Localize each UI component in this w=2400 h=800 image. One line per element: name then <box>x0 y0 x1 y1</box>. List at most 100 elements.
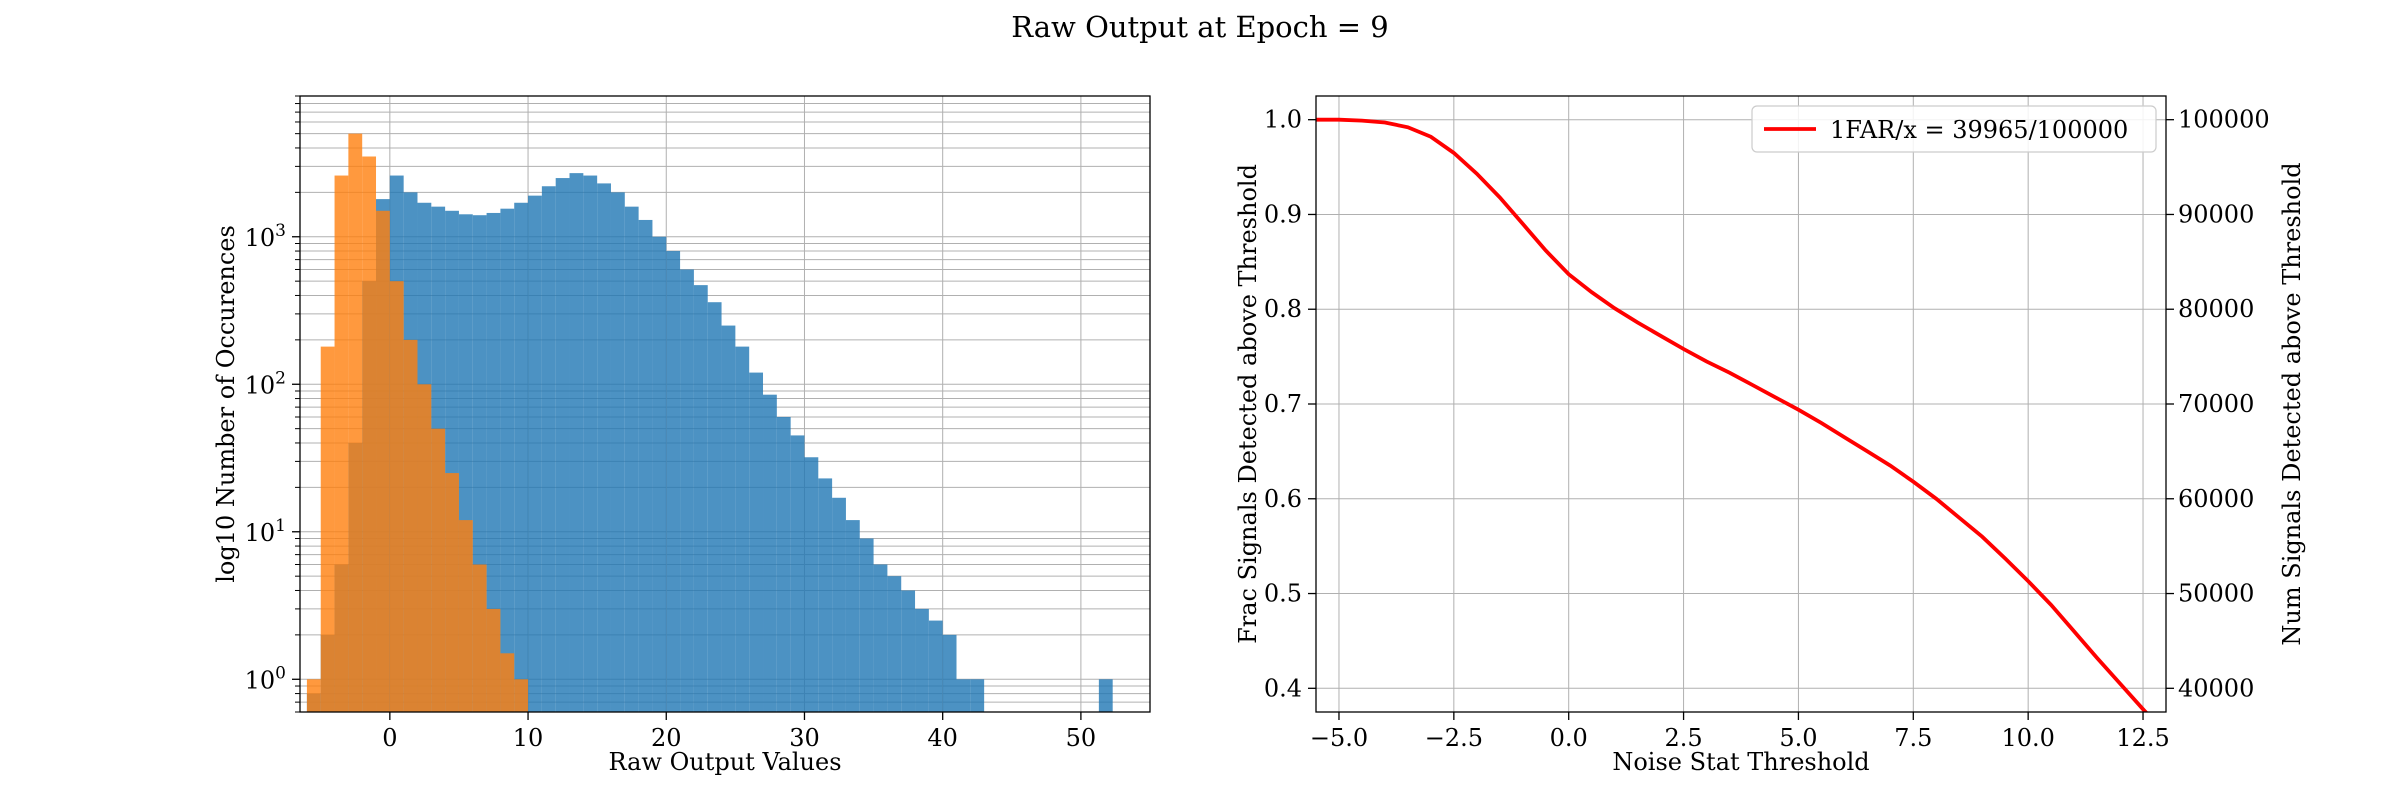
histogram-bar <box>666 251 681 712</box>
histogram-bar <box>818 478 833 712</box>
detection-right-y-label: Num Signals Detected above Threshold <box>2278 162 2306 645</box>
histogram-bar <box>528 195 542 712</box>
histogram-bar <box>721 325 736 712</box>
x-tick-label: −5.0 <box>1310 724 1368 752</box>
histogram-bar <box>597 183 611 713</box>
histogram-bar <box>873 564 888 712</box>
histogram-bar <box>431 428 446 712</box>
y-tick-label: 0.9 <box>1264 200 1302 228</box>
histogram-bar <box>832 497 846 712</box>
figure-suptitle: Raw Output at Epoch = 9 <box>1011 10 1389 44</box>
histogram-frame <box>299 95 1151 713</box>
histogram-bar <box>652 236 667 712</box>
detection-panel: −5.0 −2.5 0.0 2.5 5.0 7.5 10.0 12.5 0.40.50.60.… <box>1234 95 2306 776</box>
histogram-y-label: log10 Number of Occurences <box>212 225 240 583</box>
y-tick-label: 101 <box>245 516 286 547</box>
y-tick-label: 0.6 <box>1264 485 1302 513</box>
right-y-tick-label: 100000 <box>2178 106 2270 134</box>
histogram-bar <box>445 473 459 712</box>
histogram-bar <box>514 679 529 712</box>
y-tick-label: 0.4 <box>1264 674 1302 702</box>
histogram-bar <box>376 210 390 712</box>
y-tick-label: 1.0 <box>1264 106 1302 134</box>
y-tick-label: 103 <box>245 221 286 252</box>
legend-label: 1FAR/x = 39965/100000 <box>1830 116 2128 144</box>
histogram-bar <box>693 285 708 712</box>
histogram-bar <box>680 269 694 712</box>
histogram-y-ticks: 100 101 102 103 <box>245 95 300 713</box>
detection-y-label: Frac Signals Detected above Threshold <box>1234 164 1262 644</box>
x-tick-label: −2.5 <box>1425 724 1483 752</box>
histogram-bar <box>417 384 432 712</box>
x-tick-label: 40 <box>927 724 958 752</box>
histogram-bar <box>472 564 487 712</box>
histogram-bar <box>804 457 819 712</box>
histogram-bar <box>624 206 639 713</box>
legend: 1FAR/x = 39965/100000 <box>1751 105 2157 153</box>
x-tick-label: 20 <box>651 724 682 752</box>
x-tick-label: 10 <box>513 724 544 752</box>
x-tick-label: 0 <box>382 724 397 752</box>
histogram-bar <box>859 538 874 712</box>
histogram-panel: 0 10 20 30 40 50 100 101 102 103 Raw Output Valu… <box>212 95 1151 776</box>
x-tick-label: 10.0 <box>2001 724 2054 752</box>
right-y-tick-label: 90000 <box>2178 200 2254 228</box>
histogram-bar <box>403 339 418 712</box>
histogram-noise-series <box>306 133 529 713</box>
y-tick-label: 0.7 <box>1264 390 1302 418</box>
y-tick-label: 0.5 <box>1264 580 1302 608</box>
histogram-bar <box>790 435 805 712</box>
legend-box <box>1751 105 2157 153</box>
y-tick-label: 100 <box>245 663 286 694</box>
histogram-bar <box>749 372 764 712</box>
histogram-bar <box>541 186 556 712</box>
detection-grid <box>1316 96 2166 712</box>
histogram-bar <box>389 281 404 712</box>
histogram-bar <box>638 219 653 712</box>
detection-curve <box>1316 117 2149 712</box>
histogram-signal-series <box>306 173 1113 713</box>
histogram-bar <box>583 175 598 712</box>
x-tick-label: 12.5 <box>2116 724 2169 752</box>
histogram-bar <box>970 679 985 712</box>
histogram-bar <box>569 173 584 713</box>
x-tick-label: 5.0 <box>1779 724 1817 752</box>
histogram-bar <box>500 208 515 712</box>
right-y-tick-label: 60000 <box>2178 485 2254 513</box>
histogram-bar <box>320 346 335 712</box>
histogram-bar <box>306 679 321 712</box>
x-tick-label: 50 <box>1066 724 1097 752</box>
x-tick-label: 2.5 <box>1664 724 1702 752</box>
histogram-bar <box>707 302 722 712</box>
histogram-bar <box>348 133 363 713</box>
right-y-tick-label: 80000 <box>2178 295 2254 323</box>
histogram-bar <box>334 175 349 712</box>
histogram-bar <box>458 520 473 712</box>
histogram-x-label: Raw Output Values <box>608 748 841 776</box>
detection-right-y-ticks: 40000 50000 60000 70000 80000 90000 100000 <box>2166 106 2270 702</box>
histogram-bar <box>555 178 570 712</box>
right-y-tick-label: 40000 <box>2178 674 2254 702</box>
detection-y-ticks: 0.4 0.5 0.6 0.7 0.8 0.9 1.0 <box>1264 106 1316 702</box>
histogram-bar <box>901 590 916 712</box>
histogram-bar <box>763 394 777 712</box>
y-tick-label: 102 <box>245 368 286 399</box>
x-tick-label: 30 <box>789 724 820 752</box>
histogram-bar <box>942 634 957 712</box>
histogram-bar <box>928 620 943 712</box>
histogram-bar <box>735 346 750 712</box>
histogram-bar <box>362 156 377 712</box>
histogram-bar <box>500 653 515 712</box>
right-y-tick-label: 50000 <box>2178 580 2254 608</box>
histogram-bar <box>915 608 929 712</box>
histogram-bar <box>486 212 501 712</box>
histogram-bar <box>776 416 791 712</box>
histogram-x-ticks: 0 10 20 30 40 50 <box>382 712 1096 752</box>
x-tick-label: 0.0 <box>1550 724 1588 752</box>
y-tick-label: 0.8 <box>1264 295 1302 323</box>
detection-x-ticks: −5.0 −2.5 0.0 2.5 5.0 7.5 10.0 12.5 <box>1310 712 2170 752</box>
histogram-bar <box>486 608 501 712</box>
x-tick-label: 7.5 <box>1894 724 1932 752</box>
detection-x-label: Noise Stat Threshold <box>1612 748 1869 776</box>
